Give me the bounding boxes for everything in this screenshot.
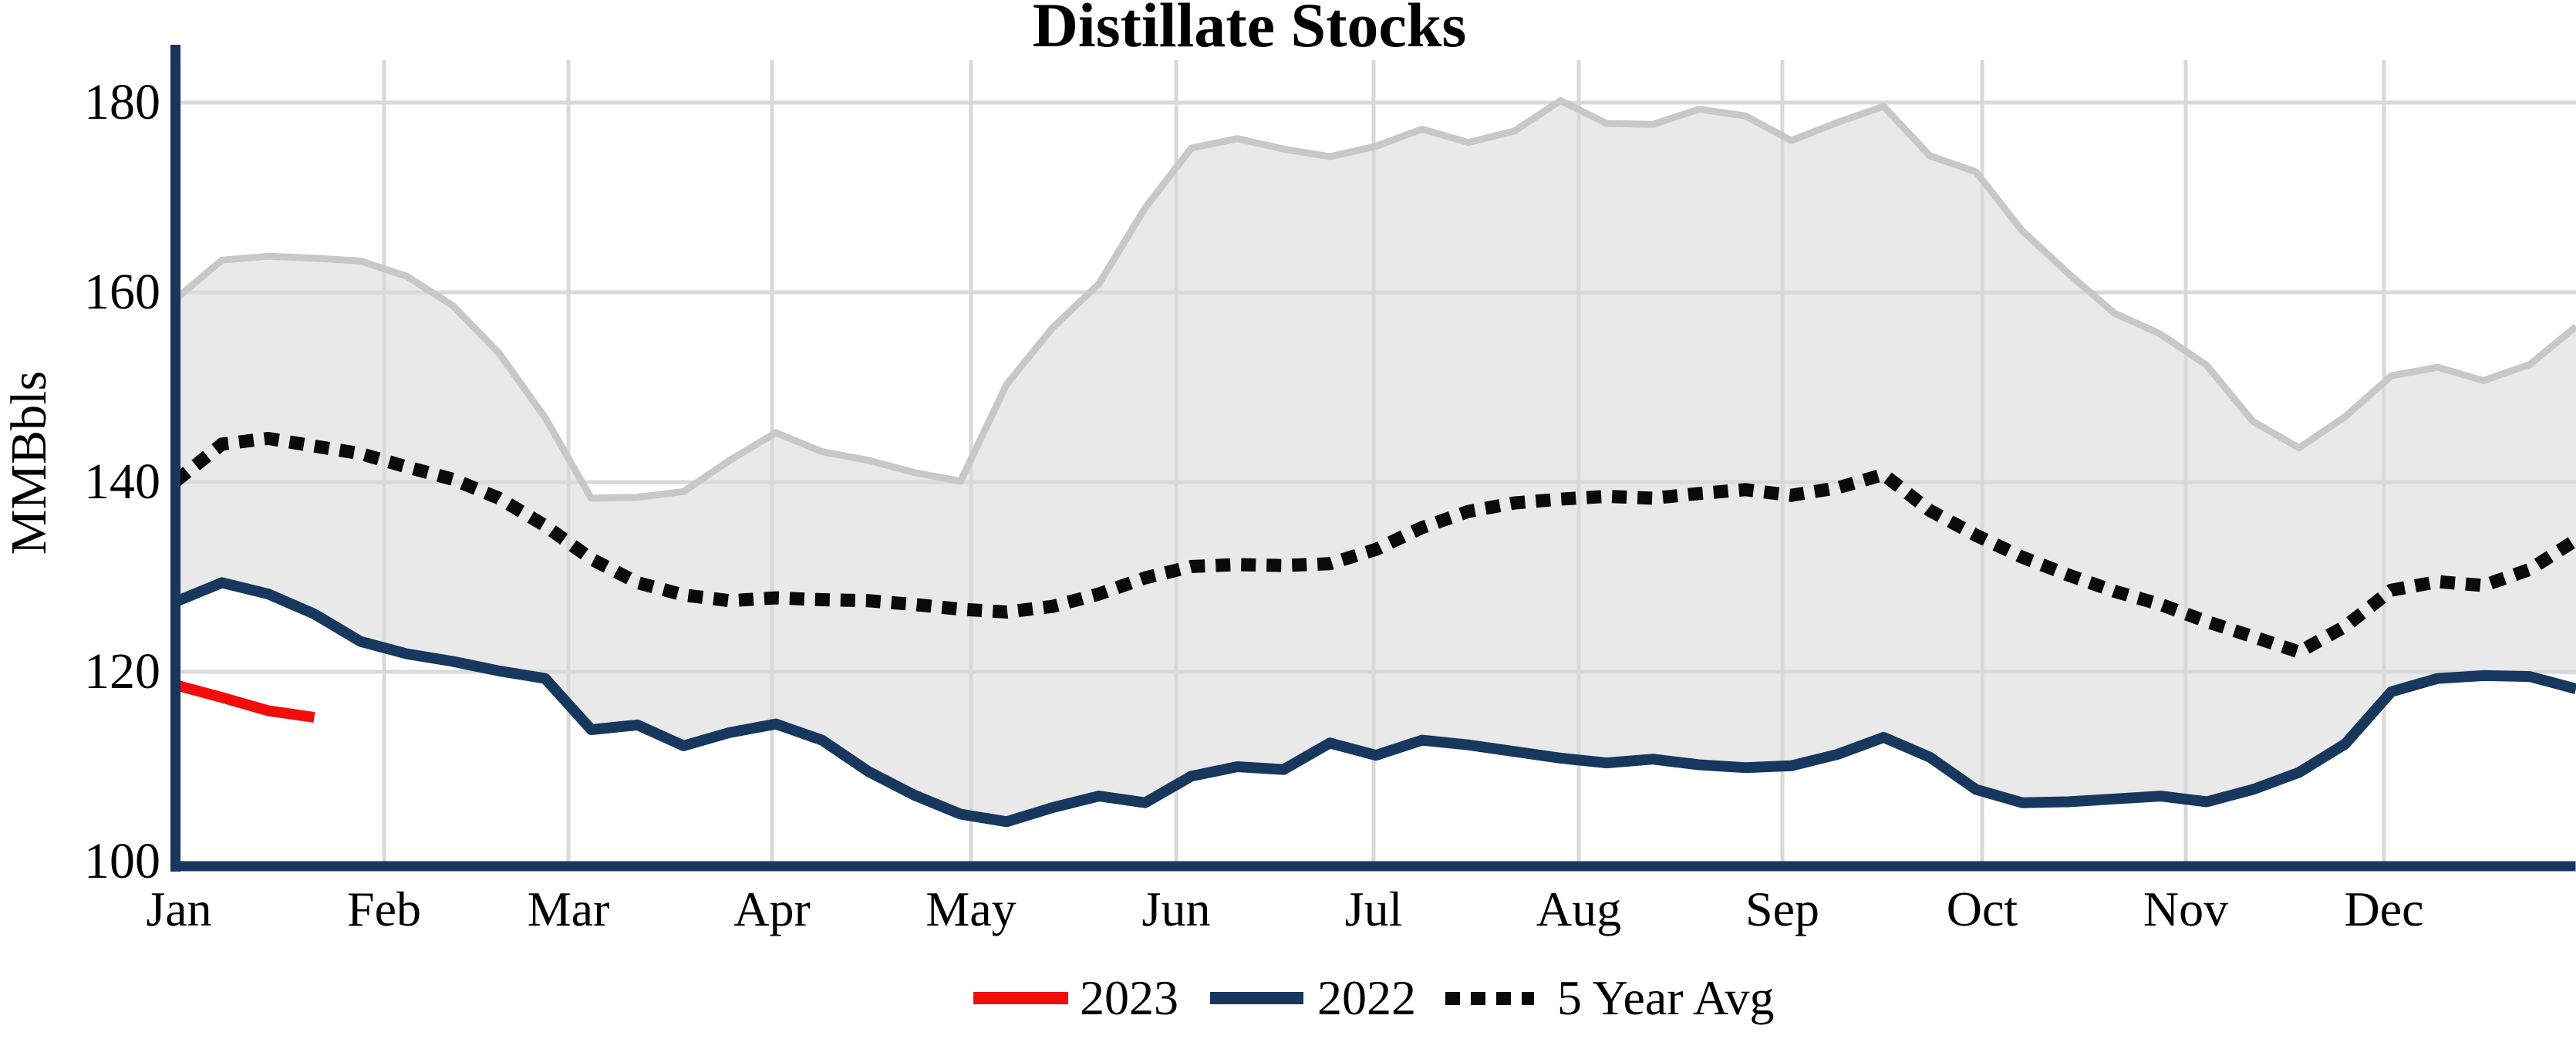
y-tick-label-100: 100 — [84, 833, 160, 889]
x-tick-label-dec: Dec — [2344, 882, 2424, 936]
x-tick-label-jun: Jun — [1141, 882, 1211, 936]
y-tick-label-140: 140 — [84, 454, 160, 510]
legend: 2023 2022 5 Year Avg — [973, 973, 1775, 1023]
x-tick-label-jul: Jul — [1344, 882, 1403, 936]
x-tick-label-aug: Aug — [1536, 882, 1622, 936]
legend-label-5-year-avg: 5 Year Avg — [1557, 970, 1775, 1025]
legend-label-2022: 2022 — [1317, 970, 1416, 1025]
y-tick-label-180: 180 — [84, 74, 160, 130]
x-tick-label-mar: Mar — [527, 882, 610, 936]
five-year-range-max-line — [174, 97, 2576, 502]
x-tick-label-may: May — [926, 882, 1017, 936]
legend-swatch-2023 — [973, 992, 1068, 1004]
x-tick-label-jan: Jan — [146, 882, 212, 936]
y-tick-label-120: 120 — [84, 643, 160, 700]
legend-swatch-2022 — [1210, 992, 1303, 1004]
legend-label-2023: 2023 — [1080, 970, 1178, 1025]
line-2023 — [174, 680, 315, 723]
axes — [170, 45, 2576, 872]
x-tick-label-sep: Sep — [1745, 882, 1819, 936]
x-tick-label-nov: Nov — [2143, 882, 2229, 936]
y-tick-label-160: 160 — [84, 264, 160, 320]
x-tick-label-feb: Feb — [347, 882, 421, 936]
x-tick-label-oct: Oct — [1946, 882, 2018, 936]
five-year-avg-line — [171, 431, 2576, 659]
five-year-range-band — [176, 100, 2576, 822]
chart-title: Distillate Stocks — [1032, 0, 1467, 60]
line-2022 — [174, 577, 2576, 828]
legend-swatch-5-year-avg — [1445, 991, 1534, 1005]
x-tick-label-apr: Apr — [733, 882, 811, 936]
